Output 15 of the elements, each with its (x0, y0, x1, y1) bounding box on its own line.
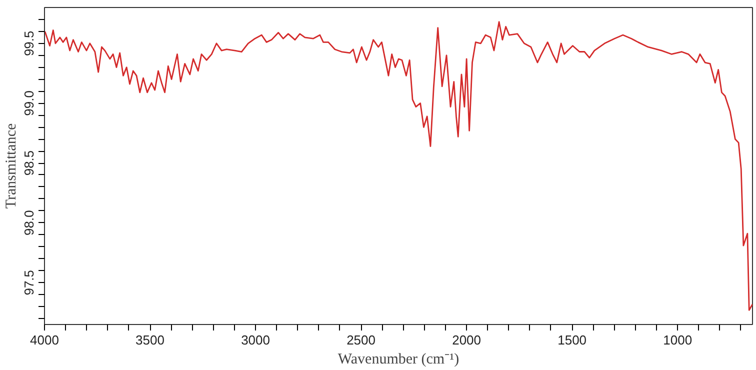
y-axis-title: Transmittance (4, 123, 20, 209)
y-tick-label: 99.0 (22, 90, 36, 116)
x-tick-label: 2500 (346, 332, 376, 348)
y-tick-label: 98.0 (22, 210, 36, 236)
y-tick-label: 97.5 (22, 270, 36, 296)
x-tick-label: 3000 (241, 332, 270, 348)
x-tick-label: 4000 (30, 332, 59, 348)
x-axis-title: Wavenumber (cm⁻¹) (338, 352, 460, 368)
x-tick-label: 1500 (558, 332, 587, 348)
x-tick-label: 2000 (452, 332, 482, 348)
x-tick-label: 1000 (663, 332, 692, 348)
y-tick-label: 99.5 (22, 30, 36, 56)
y-tick-label: 98.5 (22, 150, 36, 176)
line-series (44, 21, 752, 311)
x-tick-label: 3500 (136, 332, 164, 348)
